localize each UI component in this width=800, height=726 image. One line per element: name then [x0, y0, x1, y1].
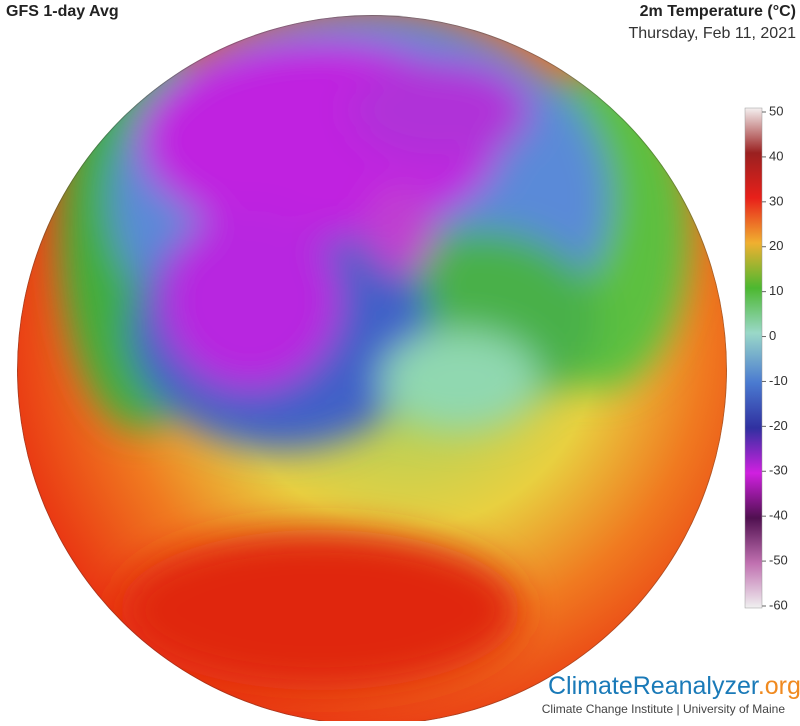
date-label: Thursday, Feb 11, 2021	[628, 25, 796, 42]
globe	[17, 15, 727, 725]
colorbar-tick-label: -40	[769, 508, 788, 523]
colorbar-tick-label: 10	[769, 283, 783, 298]
colorbar-ticks: 50 40 30 20 10 0 -10 -20 -30 -40 -50 -60	[762, 103, 788, 612]
logo: ClimateReanalyzer.org	[548, 672, 800, 700]
colorbar-tick-label: -20	[769, 418, 788, 433]
colorbar-tick-label: 0	[769, 328, 776, 343]
colorbar-tick-label: 40	[769, 148, 783, 163]
variable-title: 2m Temperature (°C)	[640, 3, 796, 20]
colorbar-tick-label: 30	[769, 193, 783, 208]
colorbar-tick-label: -30	[769, 463, 788, 478]
credit: Climate Change Institute | University of…	[542, 702, 786, 716]
colorbar-tick-label: 50	[769, 103, 783, 118]
colorbar-tick-label: -10	[769, 373, 788, 388]
logo-suffix: .org	[758, 672, 800, 700]
map-title: GFS 1-day Avg	[6, 3, 119, 20]
colorbar-tick-label: -50	[769, 553, 788, 568]
colorbar	[744, 107, 763, 609]
colorbar-tick-label: 20	[769, 238, 783, 253]
colorbar-tick-label: -60	[769, 597, 788, 612]
logo-name: ClimateReanalyzer	[548, 672, 759, 700]
